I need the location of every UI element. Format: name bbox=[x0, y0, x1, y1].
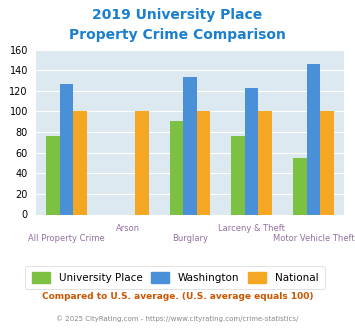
Bar bbox=[320, 112, 334, 214]
Bar bbox=[197, 112, 210, 214]
Text: Compared to U.S. average. (U.S. average equals 100): Compared to U.S. average. (U.S. average … bbox=[42, 292, 313, 301]
Bar bbox=[46, 136, 60, 214]
Bar bbox=[258, 112, 272, 214]
Text: Arson: Arson bbox=[116, 224, 140, 233]
Bar bbox=[183, 77, 197, 214]
Text: Larceny & Theft: Larceny & Theft bbox=[218, 224, 285, 233]
Bar bbox=[307, 64, 320, 214]
Text: 2019 University Place: 2019 University Place bbox=[92, 8, 263, 22]
Bar bbox=[135, 112, 148, 214]
Text: Burglary: Burglary bbox=[172, 234, 208, 243]
Bar bbox=[231, 136, 245, 214]
Bar bbox=[293, 158, 307, 214]
Text: All Property Crime: All Property Crime bbox=[28, 234, 105, 243]
Bar bbox=[170, 121, 183, 214]
Text: Motor Vehicle Theft: Motor Vehicle Theft bbox=[273, 234, 354, 243]
Bar bbox=[60, 83, 73, 214]
Bar bbox=[245, 88, 258, 214]
Text: Property Crime Comparison: Property Crime Comparison bbox=[69, 28, 286, 42]
Legend: University Place, Washington, National: University Place, Washington, National bbox=[25, 266, 324, 289]
Bar bbox=[73, 112, 87, 214]
Text: © 2025 CityRating.com - https://www.cityrating.com/crime-statistics/: © 2025 CityRating.com - https://www.city… bbox=[56, 315, 299, 322]
